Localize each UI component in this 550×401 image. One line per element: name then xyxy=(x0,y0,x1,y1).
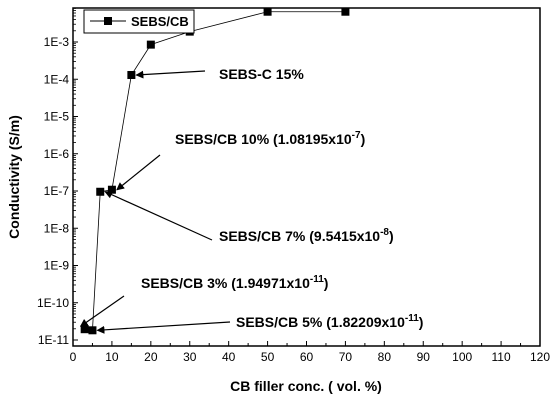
y-tick-label: 1E-5 xyxy=(44,110,70,124)
x-tick-label: 100 xyxy=(452,350,472,364)
data-point xyxy=(146,40,155,49)
legend-marker xyxy=(104,17,112,25)
annotation-arrow xyxy=(79,295,125,327)
annotation-label: SEBS/CB 7% (9.5415x10-8) xyxy=(219,227,394,244)
x-axis-ticks: 0 10 20 30 40 50 60 70 80 90 100 110 120 xyxy=(70,341,550,364)
annotation-label: SEBS-C 15% xyxy=(219,66,304,82)
annotation-arrow xyxy=(104,190,213,241)
x-tick-label: 60 xyxy=(300,350,314,364)
data-point xyxy=(127,71,136,80)
data-point xyxy=(88,326,97,335)
data-point xyxy=(341,7,350,16)
annotation-label: SEBS/CB 3% (1.94971x10-11) xyxy=(141,274,328,291)
plot-frame xyxy=(72,7,541,347)
y-tick-label: 1E-10 xyxy=(37,296,69,310)
annotation-label: SEBS/CB 10% (1.08195x10-7) xyxy=(175,130,365,147)
x-tick-label: 120 xyxy=(530,350,550,364)
y-tick-label: 1E-7 xyxy=(44,184,70,198)
x-tick-label: 80 xyxy=(378,350,392,364)
x-tick-label: 110 xyxy=(492,350,511,364)
x-axis-label: CB filler conc. ( vol. %) xyxy=(230,378,382,394)
x-tick-label: 20 xyxy=(144,350,158,364)
x-tick-label: 50 xyxy=(261,350,275,364)
y-tick-label: 1E-4 xyxy=(44,72,70,86)
x-tick-label: 70 xyxy=(339,350,353,364)
y-tick-label: 1E-3 xyxy=(44,35,70,49)
annotation-arrow xyxy=(135,70,206,79)
x-tick-label: 40 xyxy=(222,350,236,364)
annotation-arrow xyxy=(96,321,231,334)
data-point xyxy=(107,185,116,194)
annotation-arrow xyxy=(116,154,161,191)
data-point xyxy=(263,7,272,16)
data-point xyxy=(96,187,105,196)
y-tick-label: 1E-8 xyxy=(44,221,70,235)
x-tick-label: 10 xyxy=(105,350,119,364)
legend-label: SEBS/CB xyxy=(131,14,189,29)
y-axis-label: Conductivity (S/m) xyxy=(6,115,22,239)
annotation-label: SEBS/CB 5% (1.82209x10-11) xyxy=(236,313,423,330)
y-tick-label: 1E-11 xyxy=(38,333,69,347)
data-point xyxy=(80,325,89,334)
legend-box xyxy=(83,9,195,34)
x-tick-label: 30 xyxy=(183,350,197,364)
annotations: SEBS-C 15% SEBS/CB 10% (1.08195x10-7) SEBS… xyxy=(79,66,423,334)
x-tick-label: 90 xyxy=(417,350,431,364)
y-tick-label: 1E-9 xyxy=(44,259,70,273)
legend: SEBS/CB xyxy=(83,9,195,34)
x-tick-label: 0 xyxy=(70,350,77,364)
y-tick-label: 1E-6 xyxy=(44,147,70,161)
y-axis-ticks: 1E-11 1E-10 1E-9 1E-8 1E-7 1E-6 1E-5 1E-4 1E-3 xyxy=(37,7,78,347)
